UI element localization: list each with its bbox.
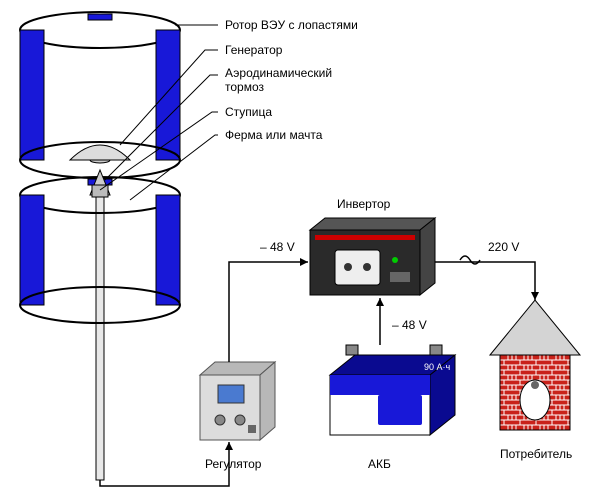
generator-dome bbox=[70, 145, 130, 160]
label-hub: Ступица bbox=[225, 105, 272, 119]
label-consumer: Потребитель bbox=[500, 447, 572, 461]
label-brake1: Аэродинамический bbox=[225, 66, 332, 80]
consumer-house bbox=[490, 300, 580, 430]
label-rotor: Ротор ВЭУ с лопастями bbox=[225, 18, 358, 32]
inverter bbox=[310, 218, 435, 295]
label-inverter: Инвертор bbox=[337, 197, 390, 211]
battery: 90 А·ч bbox=[330, 345, 455, 435]
hub-block bbox=[92, 185, 108, 197]
label-mast: Ферма или мачта bbox=[225, 128, 322, 142]
wind-turbine bbox=[20, 12, 180, 480]
label-v220: 220 V bbox=[488, 240, 519, 254]
svg-text:90 А·ч: 90 А·ч bbox=[424, 362, 451, 372]
label-regulator: Регулятор bbox=[205, 457, 261, 471]
label-v48a: – 48 V bbox=[260, 240, 295, 254]
regulator bbox=[200, 362, 275, 440]
label-brake2: тормоз bbox=[225, 80, 264, 94]
label-v48b: – 48 V bbox=[392, 318, 427, 332]
label-generator: Генератор bbox=[225, 43, 282, 57]
label-battery: АКБ bbox=[368, 457, 391, 471]
